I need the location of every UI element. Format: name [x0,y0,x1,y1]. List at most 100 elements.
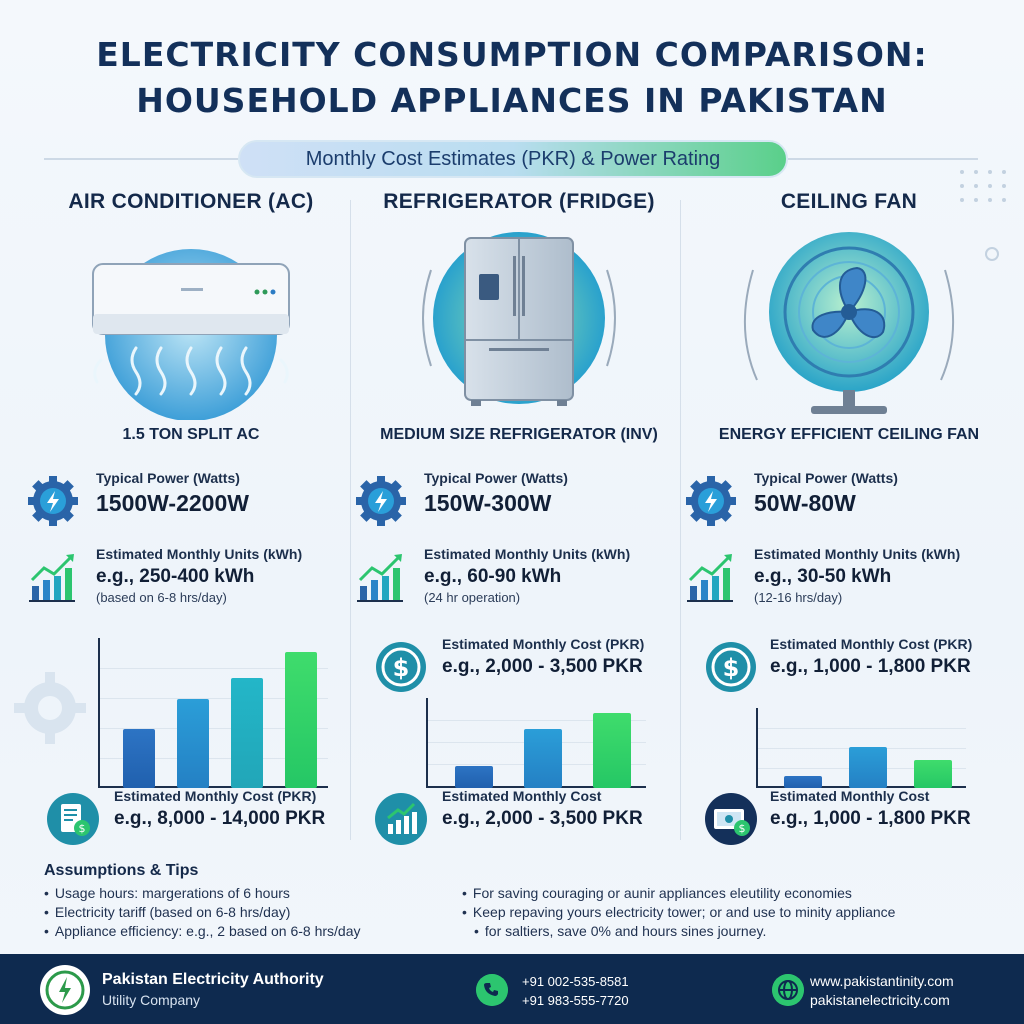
list-item: Usage hours: margerations of 6 hours [44,884,361,903]
dollar-icon: $ [376,642,426,692]
chart-bar [592,713,631,788]
svg-text:$: $ [79,822,86,835]
power-row: Typical Power (Watts) 1500W-2200W [26,470,356,530]
column-title: AIR CONDITIONER (AC) [68,190,314,213]
cost2-label: Estimated Monthly Cost [770,788,930,804]
chart-bar [176,699,210,788]
footer-websites: www.pakistantinity.com pakistanelectrici… [810,972,954,1010]
cost-row: $ Estimated Monthly Cost (PKR) e.g., 2,0… [354,636,684,696]
page-title: ELECTRICITY CONSUMPTION COMPARISON: HOUS… [0,32,1024,124]
units-note: (based on 6-8 hrs/day) [96,590,227,605]
list-item: Electricity tariff (based on 6-8 hrs/day… [44,903,361,922]
cost-label: Estimated Monthly Cost (PKR) [114,788,317,804]
chart-bar [849,747,887,788]
assumptions-right-list: For saving couraging or aunir appliances… [462,884,896,941]
units-row: Estimated Monthly Units (kWh) e.g., 250-… [26,546,356,606]
power-value: 50W-80W [754,490,856,516]
trend-chart-icon [357,554,403,602]
title-line-1: ELECTRICITY CONSUMPTION COMPARISON: [96,35,928,74]
footer-org-name: Pakistan Electricity Authority [102,971,324,988]
gear-bolt-icon [686,476,736,526]
cost2-value: e.g., 1,000 - 1,800 PKR [770,808,971,829]
chart-bar [914,760,953,788]
bar-chart-fridge [426,698,646,788]
trend-chart-icon [687,554,733,602]
chart-bar [284,652,318,788]
column-separator [350,200,351,840]
cost-value: e.g., 8,000 - 14,000 PKR [114,808,326,829]
phone-icon [476,974,508,1006]
chart-bar [524,729,562,788]
cost-row: $ Estimated Monthly Cost (PKR) e.g., 1,0… [684,636,1014,696]
list-item: For saving couraging or aunir appliances… [462,884,895,903]
model-label: ENERGY EFFICIENT CEILING FAN [718,426,980,443]
list-item: Keep repaving yours electricity tower; o… [462,903,896,922]
refrigerator-icon [422,232,616,406]
assumptions-section: Assumptions & Tips Usage hours: margerat… [44,862,1004,939]
units-row: Estimated Monthly Units (kWh) e.g., 30-5… [684,546,1014,606]
model-label: MEDIUM SIZE REFRIGERATOR (INV) [380,426,658,443]
trend-chart-icon [375,793,427,845]
power-row: Typical Power (Watts) 150W-300W [354,470,684,530]
cash-icon: $ [705,793,757,845]
divider-left [44,158,238,160]
cost-label: Estimated Monthly Cost (PKR) [442,636,645,652]
globe-icon [772,974,804,1006]
units-label: Estimated Monthly Units (kWh) [754,546,961,562]
units-note: (12-16 hrs/day) [754,590,843,605]
cost2-row: $ Estimated Monthly Cost e.g., 1,000 - 1… [684,788,1014,848]
chart-bar [455,766,494,788]
chart-bar [783,776,822,788]
bar-chart-fan [756,708,966,788]
units-label: Estimated Monthly Units (kWh) [96,546,303,562]
column-separator [680,200,681,840]
gear-bolt-icon [28,476,78,526]
cost-value: e.g., 1,000 - 1,800 PKR [770,656,971,677]
list-item: for saltiers, save 0% and hours sines jo… [462,922,895,941]
footer: Pakistan Electricity Authority Utility C… [0,954,1024,1024]
svg-text:$: $ [739,822,746,835]
ceiling-fan-icon [743,232,955,414]
gear-decoration-icon [14,672,86,744]
column-title: CEILING FAN [780,190,918,213]
footer-org-sub: Utility Company [102,992,201,1008]
units-label: Estimated Monthly Units (kWh) [424,546,631,562]
authority-logo-icon [40,965,90,1015]
units-note: (24 hr operation) [424,590,521,605]
cost2-row: Estimated Monthly Cost e.g., 2,000 - 3,5… [354,788,684,848]
chart-bar [230,678,264,788]
bar-chart-ac [98,638,328,788]
dollar-icon: $ [706,642,756,692]
website-link[interactable]: pakistanelectricity.com [810,992,950,1008]
cost-row: $ Estimated Monthly Cost (PKR) e.g., 8,0… [26,788,356,848]
assumptions-heading: Assumptions & Tips [44,862,199,879]
units-value: e.g., 60-90 kWh [424,566,562,587]
cost-value: e.g., 2,000 - 3,500 PKR [442,656,643,677]
units-value: e.g., 250-400 kWh [96,566,255,587]
units-value: e.g., 30-50 kWh [754,566,892,587]
power-value: 1500W-2200W [96,490,249,516]
chart-bar [122,729,156,788]
svg-text:$: $ [393,654,410,682]
cost2-label: Estimated Monthly Cost [442,788,602,804]
footer-phones: +91 002-535-8581 +91 983-555-7720 [522,972,629,1010]
gear-bolt-icon [356,476,406,526]
svg-text:$: $ [723,654,740,682]
cost-label: Estimated Monthly Cost (PKR) [770,636,973,652]
power-label: Typical Power (Watts) [96,470,240,486]
phone-link[interactable]: +91 983-555-7720 [522,993,629,1008]
power-value: 150W-300W [424,490,552,516]
power-label: Typical Power (Watts) [754,470,898,486]
trend-chart-icon [29,554,75,602]
power-label: Typical Power (Watts) [424,470,568,486]
phone-link[interactable]: +91 002-535-8581 [522,974,629,989]
power-row: Typical Power (Watts) 50W-80W [684,470,1014,530]
divider-right [788,158,978,160]
units-row: Estimated Monthly Units (kWh) e.g., 60-9… [354,546,684,606]
cost2-value: e.g., 2,000 - 3,500 PKR [442,808,643,829]
dots-decoration-icon [960,170,1006,261]
bill-icon: $ [47,793,99,845]
title-line-2: HOUSEHOLD APPLIANCES IN PAKISTAN [136,81,888,120]
list-item: Appliance efficiency: e.g., 2 based on 6… [44,922,361,941]
website-link[interactable]: www.pakistantinity.com [810,973,954,989]
